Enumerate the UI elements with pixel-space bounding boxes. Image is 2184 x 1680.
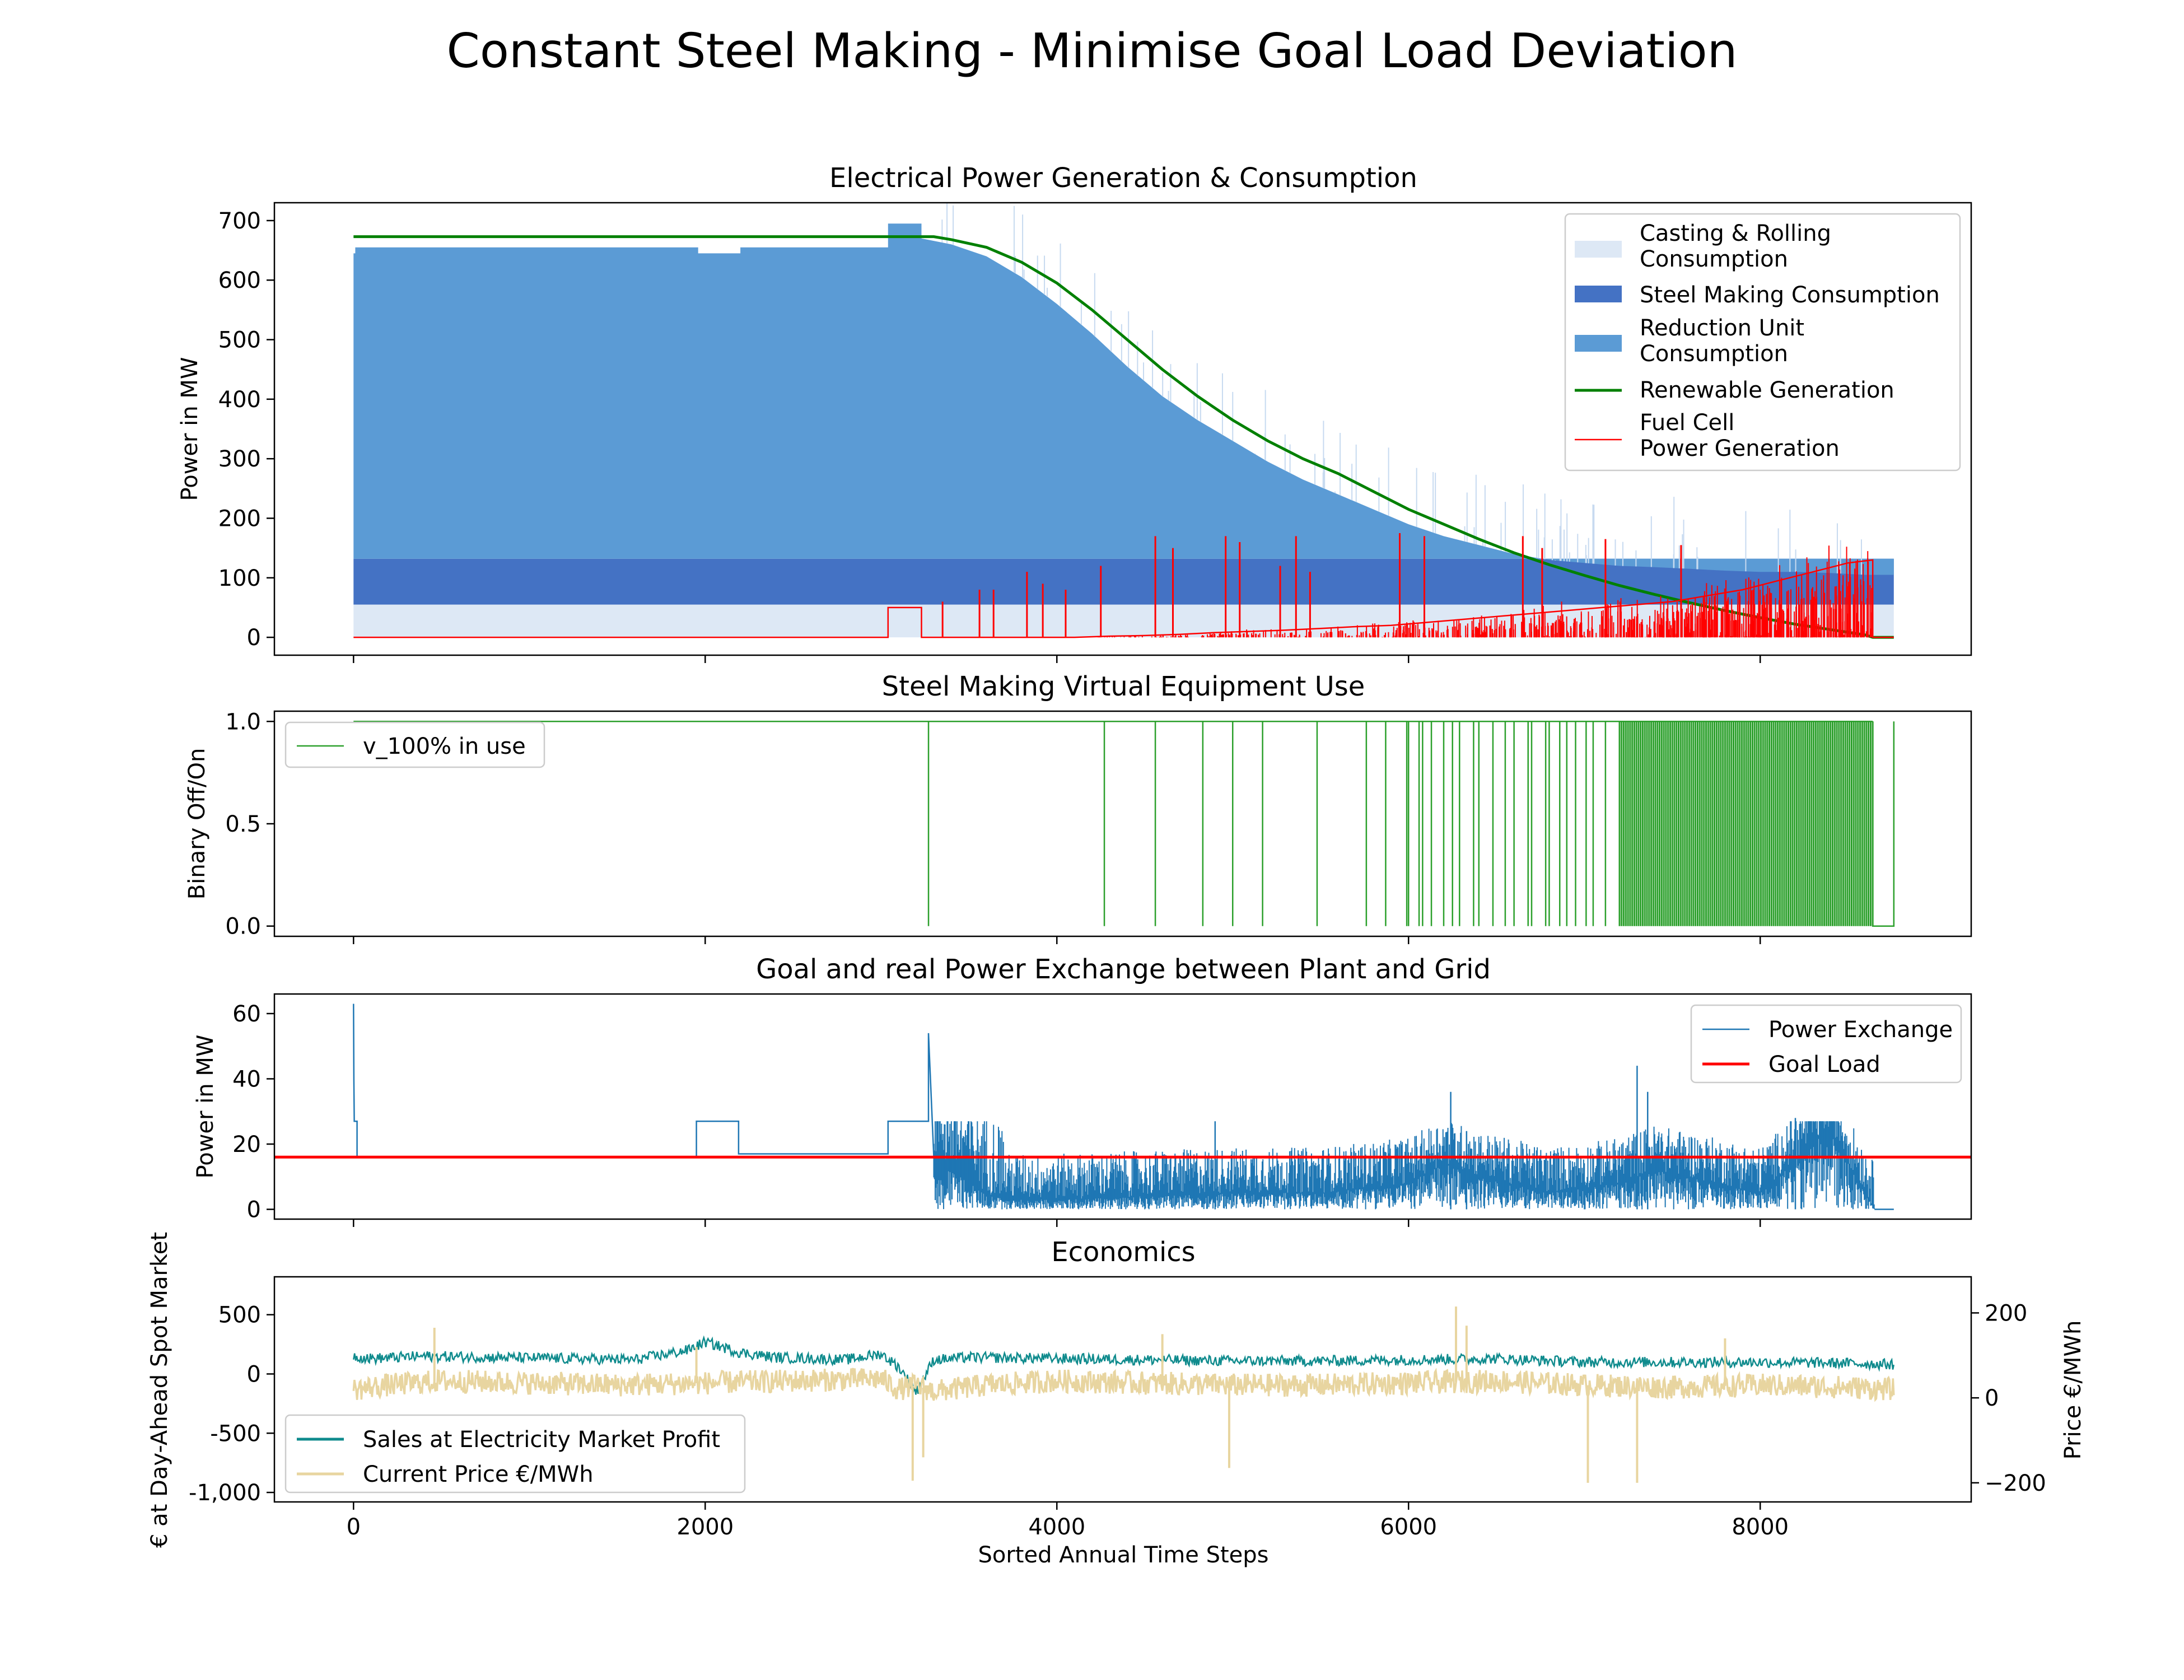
y-tick-label: 700	[218, 208, 261, 234]
panel-4-axes: 0 2000 4000 6000 8000 -1,000 -500 0 500 −200 0 200	[189, 1300, 2046, 1540]
panel-4-series	[352, 1306, 1895, 1483]
y-tick-label-right: 0	[1985, 1385, 1999, 1411]
legend-label-fuel-cell: Fuel Cell	[1640, 410, 1734, 436]
panel-1-frame	[273, 202, 1972, 656]
legend-frame	[1690, 1004, 1962, 1084]
legend-frame	[284, 721, 545, 768]
x-tick-label: 2000	[676, 1514, 734, 1540]
v100-final-off	[1872, 721, 1895, 927]
panel-1-plot-area	[353, 203, 1894, 639]
x-tick-label: 4000	[1028, 1514, 1085, 1540]
series-power-exchange-steps	[353, 1004, 935, 1158]
x-tick-label: 8000	[1732, 1514, 1789, 1540]
panel-virtual-equipment-use: Steel Making Virtual Equipment Use 0.00.…	[184, 671, 1972, 944]
y-tick-label: -500	[210, 1421, 261, 1446]
panel-3-title: Goal and real Power Exchange between Pla…	[756, 954, 1491, 985]
legend-label-fuel-cell: Power Generation	[1640, 436, 1840, 461]
legend-swatch-casting	[1575, 241, 1622, 258]
panel-2-axes: 0.0 0.5 1.0	[225, 709, 1761, 944]
panel-2-plot-area	[353, 721, 1895, 927]
legend-frame	[1564, 213, 1961, 472]
y-tick-label: 0	[247, 1197, 261, 1223]
legend-frame	[284, 1414, 746, 1494]
y-tick-label-right: 200	[1985, 1300, 2027, 1326]
y-tick-label: 500	[218, 328, 261, 353]
panel-4-ylabel-left: € at Day-Ahead Spot Market	[147, 1232, 172, 1548]
panel-4-ylabel-right: Price €/MWh	[2060, 1320, 2086, 1460]
legend-label-power-exchange: Power Exchange	[1768, 1017, 1953, 1043]
series-sales-line	[353, 1335, 1895, 1395]
legend-label-reduction: Reduction Unit	[1640, 315, 1804, 341]
panel-power-exchange: Goal and real Power Exchange between Pla…	[193, 954, 1972, 1227]
legend-label-sales: Sales at Electricity Market Profit	[363, 1427, 720, 1453]
panel-1-axes: 0 100 200 300 400 500 600 700	[218, 208, 1761, 663]
legend-label-steel: Steel Making Consumption	[1640, 282, 1940, 308]
legend-label-price: Current Price €/MWh	[363, 1462, 594, 1487]
panel-2-title: Steel Making Virtual Equipment Use	[882, 671, 1365, 702]
panel-3-ylabel: Power in MW	[193, 1035, 218, 1179]
x-tick-label: 6000	[1380, 1514, 1437, 1540]
legend-label-renewable: Renewable Generation	[1640, 377, 1894, 403]
panel-2-series	[353, 721, 1895, 927]
y-tick-label: 600	[218, 268, 261, 293]
panel-4-plot-area	[352, 1306, 1895, 1483]
panel-4-xlabel: Sorted Annual Time Steps	[978, 1542, 1269, 1568]
y-tick-label: 300	[218, 446, 261, 472]
panel-power-generation-consumption: Electrical Power Generation & Consumptio…	[177, 162, 1972, 663]
series-reduction-unit-area	[353, 223, 1894, 575]
y-tick-label: 500	[218, 1303, 261, 1328]
y-tick-label: 1.0	[225, 709, 261, 735]
legend-label-reduction: Consumption	[1640, 341, 1788, 367]
panel-2-ylabel: Binary Off/On	[184, 748, 210, 900]
panel-1-ylabel: Power in MW	[177, 357, 203, 501]
series-steel-making-area	[353, 558, 1894, 605]
panel-3-plot-area	[274, 1004, 1971, 1210]
panel-4-frame	[273, 1276, 1972, 1503]
y-tick-label: 60	[232, 1001, 261, 1027]
panel-1-series	[353, 203, 1894, 639]
panel-economics: Economics 0 2000 4000 6000 8000-1,000-500050…	[147, 1232, 2086, 1568]
figure-title: Constant Steel Making - Minimise Goal Lo…	[446, 24, 1737, 79]
legend-label-goal-load: Goal Load	[1768, 1052, 1880, 1077]
panel-4-legend: Sales at Electricity Market Profit Curren…	[284, 1414, 746, 1494]
y-tick-label: -1,000	[189, 1480, 261, 1506]
panel-3-series	[274, 1004, 1971, 1210]
legend-label-casting: Casting & Rolling	[1640, 221, 1831, 246]
y-tick-label: 0	[247, 625, 261, 651]
legend-swatch-reduction	[1575, 335, 1622, 352]
panel-4-title: Economics	[1051, 1236, 1195, 1268]
y-tick-label: 0.0	[225, 914, 261, 940]
y-tick-label: 0.5	[225, 811, 261, 837]
panel-1-title: Electrical Power Generation & Consumptio…	[829, 162, 1417, 194]
panel-2-legend: v_100% in use	[284, 721, 545, 768]
series-price-line	[352, 1368, 1895, 1402]
y-tick-label: 40	[232, 1066, 261, 1092]
y-tick-label: 400	[218, 387, 261, 413]
y-tick-label: 20	[232, 1132, 261, 1158]
series-casting-rolling-area	[353, 604, 1894, 638]
panel-3-frame	[273, 993, 1972, 1220]
panel-3-legend: Power Exchange Goal Load	[1690, 1004, 1962, 1084]
y-tick-label: 200	[218, 506, 261, 531]
y-tick-label: 100	[218, 566, 261, 591]
y-tick-label-right: −200	[1985, 1471, 2046, 1496]
legend-label-v100: v_100% in use	[363, 734, 526, 759]
legend-swatch-steel	[1575, 286, 1622, 302]
x-tick-label: 0	[347, 1514, 361, 1540]
y-tick-label: 0	[247, 1361, 261, 1387]
legend-label-casting: Consumption	[1640, 246, 1788, 272]
panel-3-axes: 0 20 40 60	[232, 1001, 1761, 1227]
